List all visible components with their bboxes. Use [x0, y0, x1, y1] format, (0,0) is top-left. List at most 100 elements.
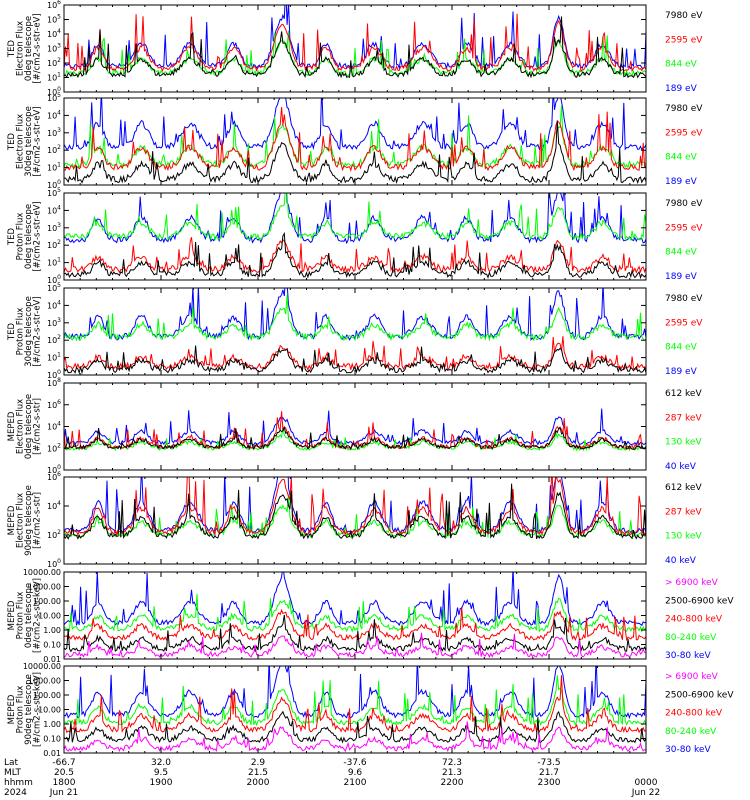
y-tick-label: 100.00	[33, 691, 61, 700]
series-line-3	[64, 675, 646, 734]
plot-area	[64, 5, 646, 79]
x-row-label: 2024	[4, 788, 27, 798]
series-line-4	[64, 593, 646, 633]
x-col-value: -37.6	[343, 758, 367, 768]
y-axis-label: TED	[7, 132, 17, 151]
series-line-1	[64, 231, 646, 280]
x-col-value: 21.3	[442, 768, 462, 778]
y-tick-label: 100	[47, 86, 61, 97]
legend-entry: 40 keV	[665, 556, 697, 566]
x-col-value: -66.7	[52, 758, 75, 768]
legend-entry: 7980 eV	[665, 104, 703, 114]
series-line-4	[64, 193, 646, 245]
y-axis-label: Electron Flux	[16, 493, 26, 548]
legend-entry: 844 eV	[665, 60, 698, 70]
legend-entry: 130 keV	[665, 438, 702, 448]
y-tick-label: 106	[47, 399, 61, 410]
series-line-4	[64, 675, 646, 727]
y-axis-label: Proton Flux	[16, 213, 26, 261]
legend-entry: 287 keV	[665, 507, 702, 517]
y-axis-label: [#/cm2-s-str-eV]	[33, 296, 43, 366]
legend-entry: 612 keV	[665, 483, 702, 493]
series-line-2	[64, 614, 646, 653]
legend-entry: 80-240 keV	[665, 633, 717, 643]
series-line-3	[64, 606, 646, 642]
y-axis-label: [#/cm2-s-str-keV]	[33, 672, 43, 747]
plot-area	[64, 193, 646, 280]
y-tick-label: 103	[47, 222, 61, 233]
y-axis-label: MEPED	[7, 411, 17, 441]
y-tick-label: 10000.00	[23, 662, 61, 671]
y-tick-label: 100	[47, 369, 61, 380]
legend-entry: 189 eV	[665, 272, 698, 282]
y-tick-label: 103	[47, 317, 61, 328]
legend-entry: 7980 eV	[665, 199, 703, 209]
y-axis-label: 0deg telescope	[24, 204, 34, 269]
y-tick-label: 105	[47, 187, 61, 198]
x-col-value: 2300	[538, 778, 561, 788]
y-axis-label: MEPED	[7, 694, 17, 724]
x-col-value: 0000	[635, 778, 658, 788]
legend-entry: 189 eV	[665, 84, 698, 94]
y-tick-label: 101	[47, 352, 61, 363]
y-axis-label: TED	[7, 227, 17, 246]
plot-area	[64, 408, 646, 452]
legend-entry: 80-240 keV	[665, 727, 717, 737]
y-tick-label: 104	[47, 109, 61, 120]
y-tick-label: 100	[47, 179, 61, 190]
y-tick-label: 102	[47, 442, 61, 453]
series-line-1	[64, 16, 646, 79]
y-tick-label: 1000.00	[28, 583, 61, 592]
series-line-2	[64, 477, 646, 537]
y-axis-label: 0deg telescope	[24, 583, 34, 648]
legend-entry: 130 keV	[665, 532, 702, 542]
legend-entry: 844 eV	[665, 153, 698, 163]
x-col-value: 2100	[344, 778, 367, 788]
y-tick-label: 106	[47, 471, 61, 482]
legend-entry: 844 eV	[665, 248, 698, 258]
panel-frame	[63, 571, 647, 660]
x-row-label: Lat	[4, 758, 19, 768]
series-line-4	[64, 98, 646, 152]
x-col-value: 2200	[441, 778, 464, 788]
y-tick-label: 104	[47, 28, 61, 39]
y-tick-label: 100	[47, 558, 61, 569]
legend-entry: 30-80 keV	[665, 745, 711, 755]
y-axis-label: 90deg telescope	[24, 485, 34, 556]
series-line-3	[64, 30, 646, 78]
x-col-value: 21.7	[539, 768, 559, 778]
y-tick-label: 1.00	[43, 720, 61, 729]
y-tick-label: 0.10	[43, 641, 61, 650]
x-col-value: 9.5	[154, 768, 168, 778]
legend-entry: 40 keV	[665, 462, 697, 472]
y-tick-label: 105	[47, 92, 61, 103]
series-line-1	[64, 721, 646, 753]
plot-area	[64, 288, 646, 375]
series-line-1	[64, 425, 646, 451]
series-line-3	[64, 294, 646, 342]
x-col-value: Jun 21	[49, 788, 78, 798]
legend-entry: 2595 eV	[665, 128, 703, 138]
y-axis-label: [#/cm2-s-str-eV]	[33, 13, 43, 83]
y-axis-label: MEPED	[7, 600, 17, 630]
legend-entry: 2500-6900 keV	[665, 596, 734, 606]
y-tick-label: 10000.00	[23, 568, 61, 577]
y-tick-label: 102	[47, 239, 61, 250]
y-axis-label: Electron Flux	[16, 114, 26, 169]
y-tick-label: 103	[47, 43, 61, 54]
legend-entry: 189 eV	[665, 367, 698, 377]
legend-entry: 2500-6900 keV	[665, 690, 734, 700]
x-col-value: 2000	[247, 778, 270, 788]
legend-entry: 612 keV	[665, 389, 702, 399]
legend-entry: 240-800 keV	[665, 709, 723, 719]
series-line-5	[64, 572, 646, 627]
y-tick-label: 104	[47, 421, 61, 432]
panel-8: 0.01 0.10 1.00 10.00 100.00 1000.00 10000.00 ME…	[7, 662, 734, 758]
y-tick-label: 1.00	[43, 626, 61, 635]
y-axis-label: [#/cm2-s-str-keV]	[33, 578, 43, 653]
